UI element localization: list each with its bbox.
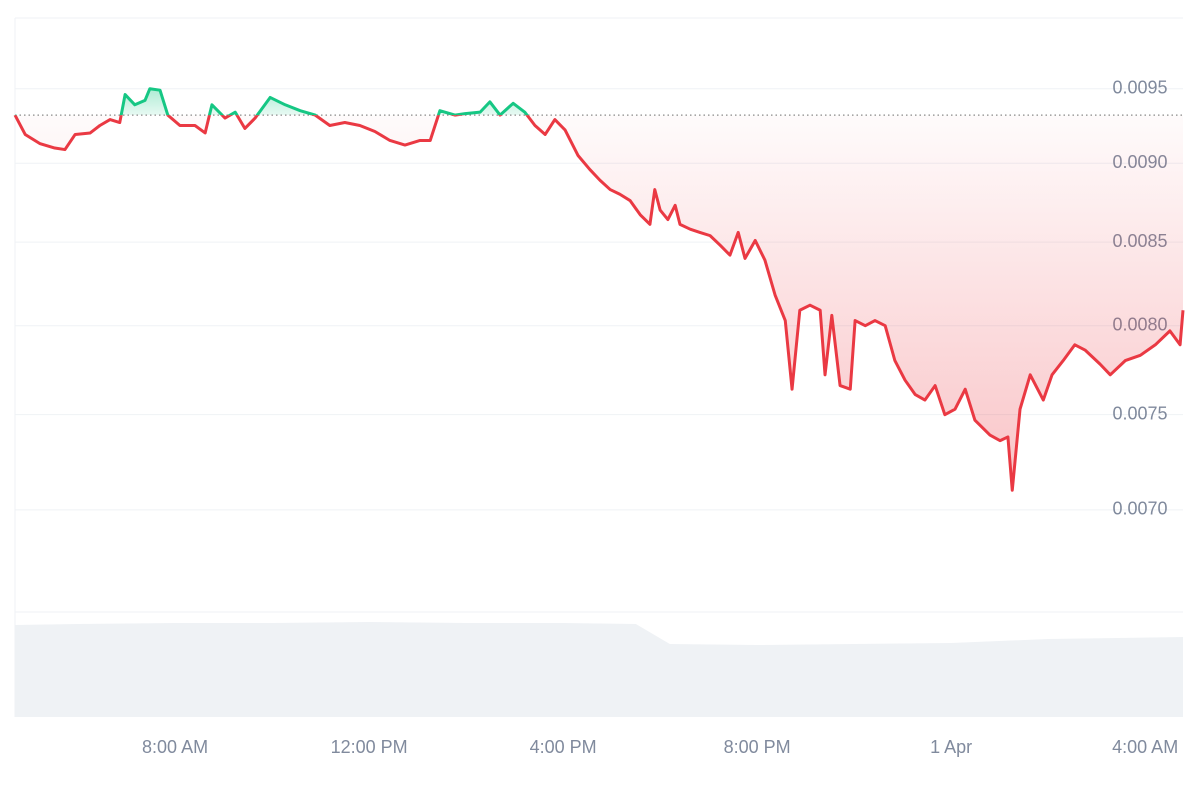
x-tick-label: 12:00 PM <box>331 737 408 757</box>
price-line-down <box>13 115 1185 492</box>
y-tick-label: 0.0075 <box>1112 403 1167 423</box>
x-tick-label: 4:00 PM <box>530 737 597 757</box>
y-tick-label: 0.0070 <box>1112 499 1167 519</box>
area-down <box>15 115 1183 491</box>
volume-area <box>15 622 1183 717</box>
x-tick-label: 8:00 AM <box>142 737 208 757</box>
area-up <box>15 88 1183 116</box>
x-tick-label: 1 Apr <box>930 737 972 757</box>
y-tick-label: 0.0095 <box>1112 77 1167 97</box>
x-tick-label: 4:00 AM <box>1112 737 1178 757</box>
x-tick-label: 8:00 PM <box>724 737 791 757</box>
